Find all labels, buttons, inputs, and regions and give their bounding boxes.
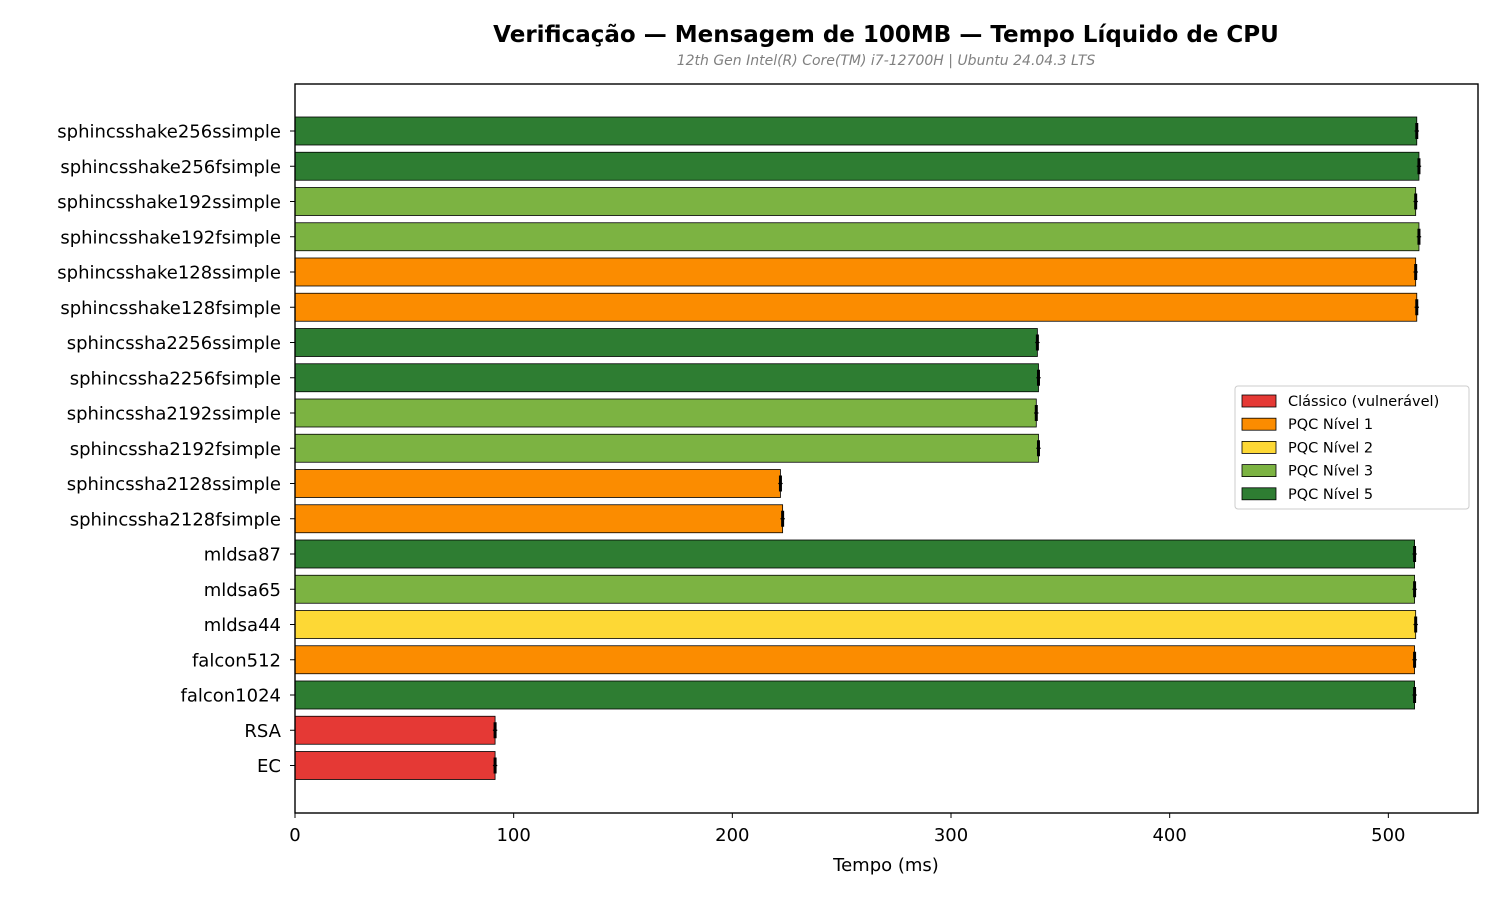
legend: Clássico (vulnerável) PQC Nível 1 PQC Níve…	[1234, 385, 1470, 510]
y-tick-label: sphincssha2128fsimple	[70, 509, 281, 530]
legend-label-n3: PQC Nível 3	[1288, 464, 1373, 480]
bar-mldsa44	[294, 610, 1417, 639]
legend-swatch-n1	[1241, 417, 1277, 431]
bar-RSA	[294, 715, 496, 745]
y-tick-label: falcon1024	[181, 686, 282, 707]
y-tick-label: sphincsshake128fsimple	[60, 298, 281, 319]
bar-sphincssha2128fsimple	[294, 504, 784, 534]
bar-falcon512	[294, 645, 1415, 675]
legend-label-n1: PQC Nível 1	[1288, 417, 1373, 433]
y-tick-label: sphincssha2192ssimple	[67, 404, 281, 425]
x-tick-label: 500	[1371, 825, 1405, 846]
x-tick-label: 100	[496, 825, 530, 846]
bar-mldsa65	[294, 574, 1415, 604]
x-tick-label: 300	[934, 825, 968, 846]
bar-sphincsshake192fsimple	[294, 222, 1420, 252]
y-tick-label: falcon512	[192, 650, 281, 671]
legend-label-classico: Clássico (vulnerável)	[1288, 394, 1439, 410]
bar-sphincssha2128ssimple	[294, 469, 781, 498]
y-tick-label: sphincsshake256ssimple	[57, 122, 281, 143]
bar-falcon1024	[294, 680, 1415, 710]
y-tick-label: sphincssha2256ssimple	[67, 333, 281, 354]
legend-swatch-n3	[1241, 464, 1277, 478]
bar-sphincsshake128fsimple	[294, 292, 1418, 322]
bar-sphincsshake256fsimple	[294, 151, 1420, 181]
bar-sphincssha2256fsimple	[294, 363, 1039, 393]
x-tick-label: 0	[289, 825, 300, 846]
y-tick-label: RSA	[244, 721, 281, 742]
y-tick-label: sphincsshake192fsimple	[60, 227, 281, 248]
plot-frame	[294, 83, 1479, 814]
legend-swatch-n5	[1241, 487, 1277, 501]
y-tick-label: sphincsshake256fsimple	[60, 157, 281, 178]
x-axis-label: Tempo (ms)	[832, 855, 939, 876]
x-tick-label: 400	[1152, 825, 1186, 846]
bar-sphincssha2256ssimple	[294, 328, 1038, 357]
y-tick-label: mldsa87	[204, 545, 281, 566]
bar-sphincssha2192ssimple	[294, 398, 1037, 428]
x-tick-label: 200	[715, 825, 749, 846]
y-tick-label: sphincssha2256fsimple	[70, 368, 281, 389]
bar-sphincsshake128ssimple	[294, 257, 1417, 287]
bar-sphincsshake192ssimple	[294, 187, 1417, 216]
bar-sphincsshake256ssimple	[294, 116, 1418, 146]
chart-title: Verificação — Mensagem de 100MB — Tempo …	[493, 22, 1279, 48]
y-tick-label: mldsa65	[204, 580, 281, 601]
bar-mldsa87	[294, 539, 1415, 569]
legend-swatch-n2	[1241, 440, 1277, 454]
chart-subtitle: 12th Gen Intel(R) Core(TM) i7-12700H | U…	[677, 53, 1096, 69]
legend-box	[1234, 385, 1470, 510]
bar-EC	[294, 751, 496, 780]
ticks-layer: sphincsshake256ssimple sphincsshake256fsi…	[57, 122, 1405, 847]
y-tick-label: sphincssha2192fsimple	[70, 439, 281, 460]
y-tick-label: sphincsshake128ssimple	[57, 263, 281, 284]
legend-label-n5: PQC Nível 5	[1288, 487, 1373, 503]
legend-label-n2: PQC Nível 2	[1288, 440, 1373, 456]
bar-sphincssha2192fsimple	[294, 433, 1039, 463]
y-tick-label: sphincssha2128ssimple	[67, 474, 281, 495]
legend-swatch-classico	[1241, 394, 1277, 408]
bars-layer	[294, 116, 1422, 780]
y-tick-label: EC	[257, 756, 281, 777]
y-tick-label: sphincsshake192ssimple	[57, 192, 281, 213]
y-tick-label: mldsa44	[204, 615, 281, 636]
